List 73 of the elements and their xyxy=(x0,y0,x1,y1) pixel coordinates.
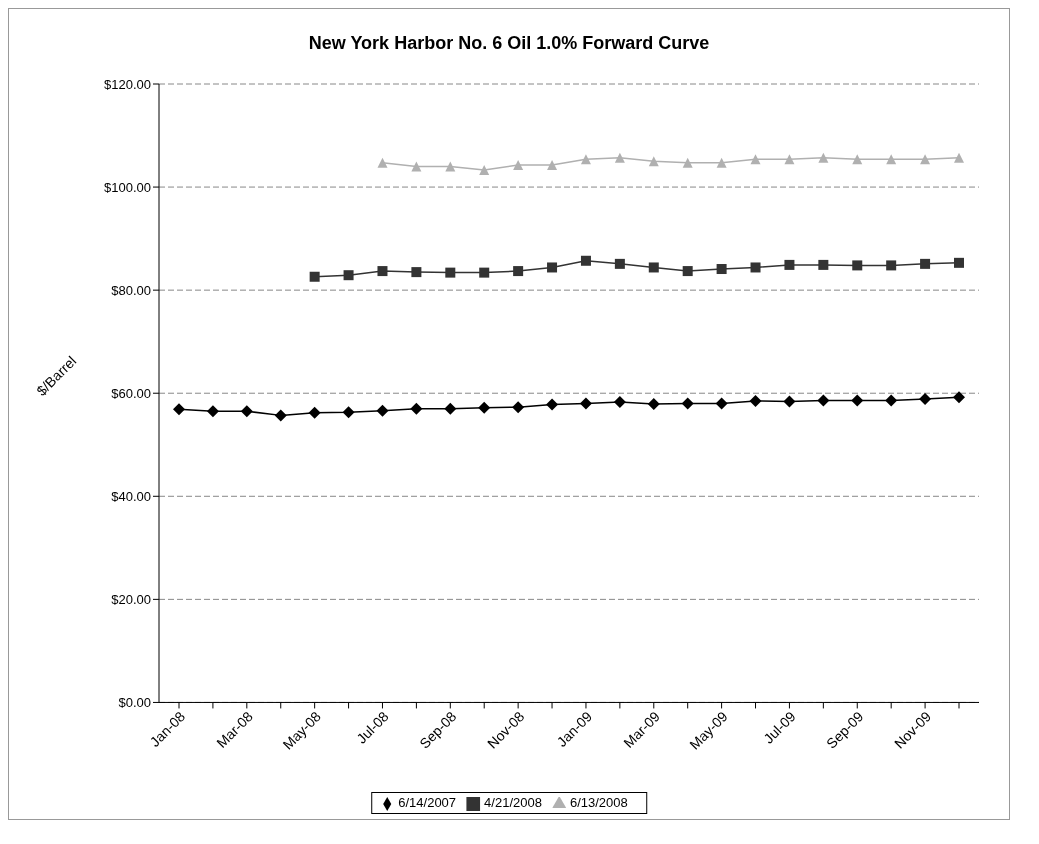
point xyxy=(886,260,897,271)
y-tick-label: $80.00 xyxy=(111,282,151,298)
point xyxy=(343,270,354,281)
point xyxy=(547,262,558,273)
point xyxy=(919,392,932,405)
point xyxy=(682,157,693,168)
point xyxy=(784,259,795,270)
point xyxy=(681,397,694,410)
legend-label: 4/21/2008 xyxy=(484,795,542,811)
point xyxy=(885,394,898,407)
point xyxy=(309,271,320,282)
point xyxy=(614,152,625,163)
y-tick-label: $20.00 xyxy=(111,591,151,607)
point xyxy=(851,394,864,407)
point xyxy=(478,401,491,414)
point xyxy=(479,165,490,176)
point xyxy=(445,161,456,172)
point xyxy=(411,161,422,172)
point xyxy=(749,394,762,407)
point xyxy=(580,255,591,266)
point xyxy=(376,404,389,417)
point xyxy=(886,154,897,165)
point xyxy=(783,395,796,408)
point xyxy=(716,157,727,168)
point xyxy=(206,405,219,418)
point xyxy=(513,266,524,277)
point xyxy=(954,152,964,163)
point xyxy=(750,154,761,165)
point xyxy=(513,159,524,170)
point xyxy=(240,405,253,418)
point xyxy=(817,394,830,407)
point xyxy=(818,259,829,270)
point xyxy=(410,402,423,415)
point xyxy=(445,267,456,278)
point xyxy=(648,156,659,167)
point xyxy=(715,397,728,410)
point xyxy=(682,266,693,277)
point xyxy=(614,258,625,269)
point xyxy=(342,406,355,419)
point xyxy=(512,401,525,414)
y-tick-label: $0.00 xyxy=(118,695,151,711)
point xyxy=(818,152,829,163)
point xyxy=(647,398,660,411)
point xyxy=(579,397,592,410)
point xyxy=(953,391,965,404)
legend-label: 6/13/2008 xyxy=(569,795,628,811)
y-tick-label: $120.00 xyxy=(104,76,151,92)
point xyxy=(920,154,931,165)
point xyxy=(954,257,964,268)
point xyxy=(547,159,558,170)
point xyxy=(411,267,422,278)
y-tick-label: $40.00 xyxy=(111,488,151,504)
y-tick-label: $100.00 xyxy=(104,179,151,195)
point xyxy=(784,154,795,165)
point xyxy=(173,403,185,416)
point xyxy=(613,395,626,408)
y-tick-label: $60.00 xyxy=(111,385,151,401)
point xyxy=(750,262,761,273)
point xyxy=(479,267,490,278)
point xyxy=(920,258,931,269)
point xyxy=(546,398,559,411)
point xyxy=(852,260,863,271)
legend-label: 6/14/2007 xyxy=(398,795,457,811)
point xyxy=(648,262,659,273)
point xyxy=(852,154,863,165)
point xyxy=(308,406,321,419)
point xyxy=(274,409,287,422)
point xyxy=(580,154,591,165)
point xyxy=(444,402,457,415)
point xyxy=(716,264,727,275)
chart-title: New York Harbor No. 6 Oil 1.0% Forward Curve xyxy=(307,32,711,54)
point xyxy=(377,266,388,277)
point xyxy=(377,157,388,168)
